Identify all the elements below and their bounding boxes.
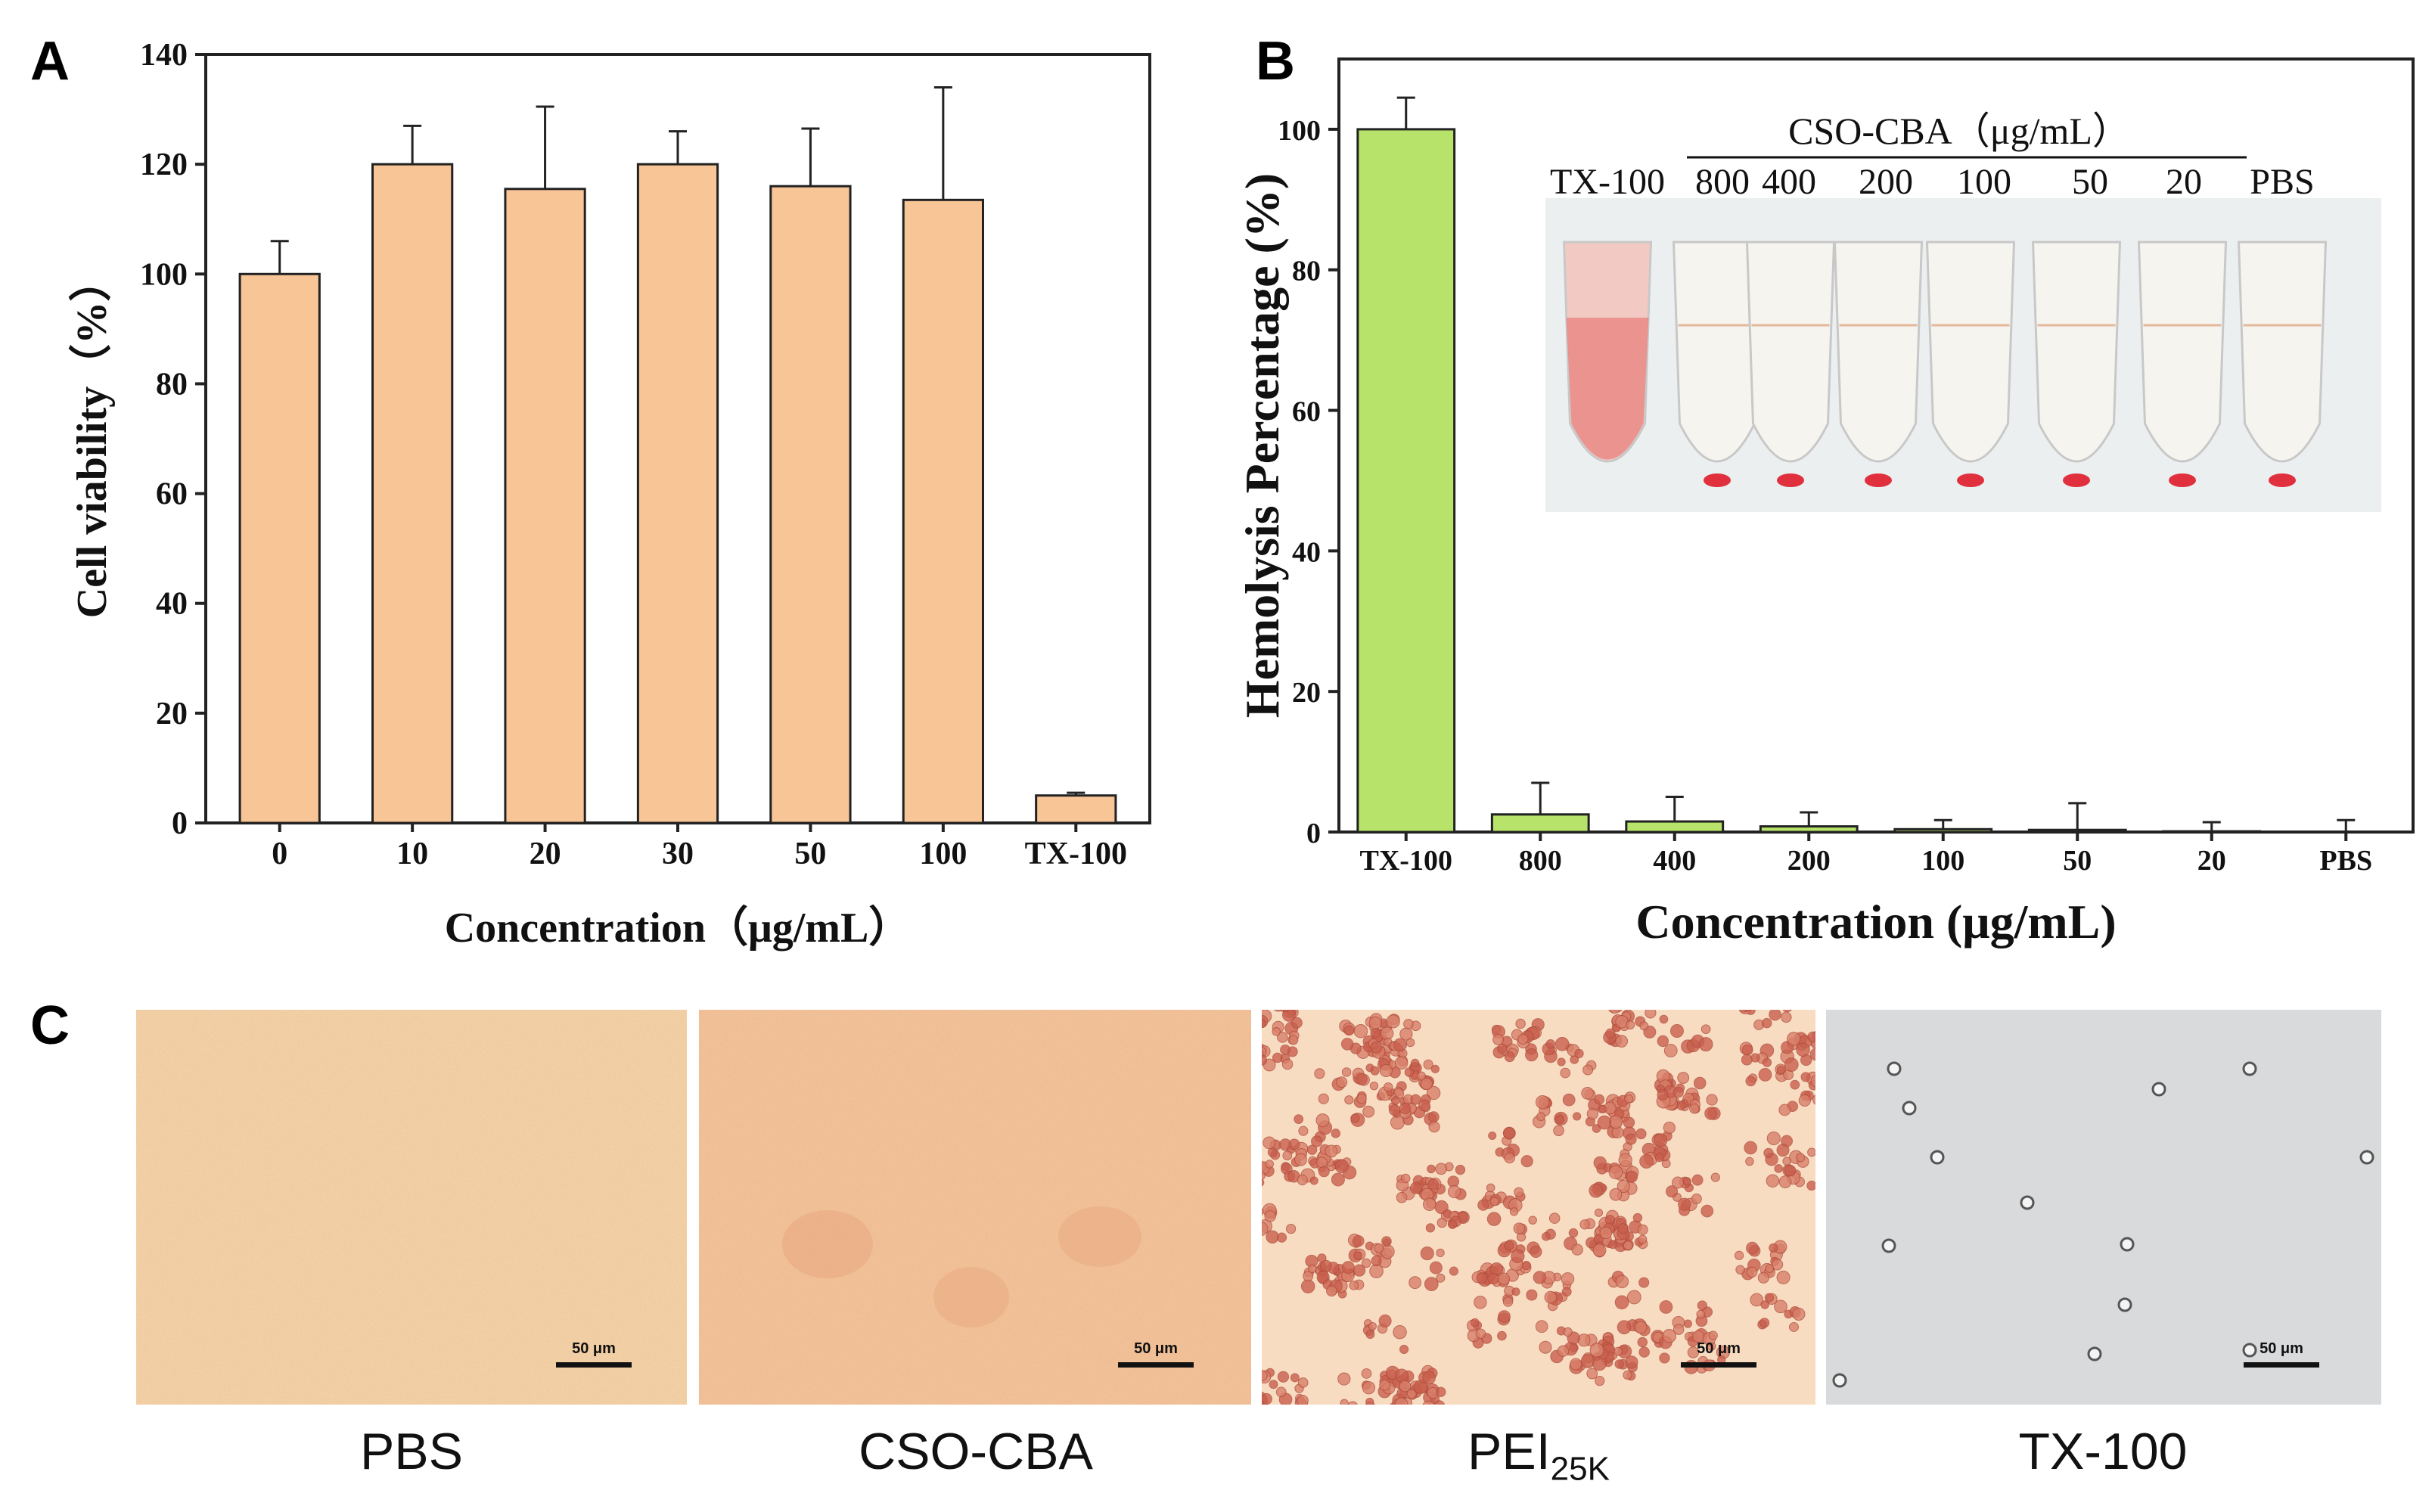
tube-3	[1833, 241, 1924, 463]
bar-50	[769, 185, 852, 824]
tube-2	[1745, 241, 1836, 463]
caption-cso-cba: CSO-CBA	[859, 1423, 1093, 1480]
scale-bar-cso-cba	[1118, 1362, 1194, 1368]
x-axis-label: Concentration（μg/mL）	[445, 904, 912, 952]
tube-pellet	[1704, 473, 1731, 487]
scale-bar-tx-100	[2244, 1362, 2319, 1368]
y-tick-label: 80	[156, 367, 188, 402]
x-tick-label-100: 100	[919, 837, 967, 871]
x-tick-label-50: 50	[794, 837, 826, 871]
bar-100	[1893, 827, 1993, 834]
bar-50	[2027, 828, 2127, 834]
micrograph-pei	[1262, 1010, 1815, 1405]
bar-100	[902, 198, 984, 824]
scale-label-pbs: 50 μm	[572, 1340, 616, 1357]
tube-lysed-solution	[1566, 318, 1649, 460]
y-tick-label: 100	[1278, 115, 1321, 147]
x-tick-label-30: 30	[662, 837, 694, 871]
bar-0	[238, 272, 321, 824]
tube-pellet	[1777, 473, 1804, 487]
scale-bar-pei	[1681, 1362, 1756, 1368]
y-tick-label: 80	[1292, 256, 1321, 287]
caption-pbs: PBS	[359, 1423, 464, 1480]
y-tick-label: 60	[1292, 396, 1321, 428]
y-tick-label: 20	[156, 697, 188, 731]
tube-7	[2237, 241, 2328, 463]
x-tick-label-800: 800	[1519, 845, 1562, 877]
caption-tx-100: TX-100	[2018, 1423, 2188, 1480]
hemolysis-chart: 0 20 40 60 80 100 TX-100 800 400 200 100 50 20 PBS Con…	[1235, 57, 2415, 948]
tube-4	[1925, 241, 2016, 463]
inset-group-title: CSO-CBA（μg/mL）	[1788, 110, 2130, 152]
bar-20	[2162, 830, 2262, 834]
y-tick-label: 140	[140, 38, 188, 73]
x-tick-label-0: 0	[272, 837, 287, 871]
x-tick-label-20: 20	[530, 837, 561, 871]
caption-pei-main: PEI	[1468, 1423, 1551, 1480]
tube-pellet	[2269, 473, 2296, 487]
caption-pei: PEI25K	[1266, 1422, 1811, 1489]
micrograph-tx-100	[1826, 1010, 2381, 1405]
x-tick-label-400: 400	[1653, 845, 1696, 877]
scale-label-pei: 50 μm	[1697, 1340, 1741, 1357]
caption-pei-sub: 25K	[1550, 1450, 1610, 1488]
y-tick-label: 0	[1306, 818, 1321, 849]
bar-TX-100	[1035, 794, 1117, 824]
x-tick-label-PBS: PBS	[2319, 845, 2372, 877]
y-axis-label: Hemolysis Percentage (%)	[1235, 173, 1289, 718]
y-tick-label: 40	[1292, 536, 1321, 568]
tube-pellet	[2169, 473, 2196, 487]
x-tick-label-50: 50	[2063, 845, 2092, 877]
inset-tube-label-PBS: PBS	[2250, 162, 2314, 202]
bar-800	[1490, 813, 1590, 834]
inset-tube-label-800: 800	[1695, 162, 1750, 202]
bar-TX-100	[1356, 128, 1456, 834]
inset-tube-photo: CSO-CBA（μg/mL） TX-100 800 400 200 100 50 20 PBS	[1545, 110, 2381, 512]
y-tick-label: 20	[1292, 677, 1321, 709]
scale-label-cso-cba: 50 μm	[1134, 1340, 1178, 1357]
tube-pellet	[2063, 473, 2090, 487]
x-tick-label-20: 20	[2197, 845, 2226, 877]
y-axis-label: Cell viability（%）	[68, 259, 116, 618]
y-tick-label: 60	[156, 477, 188, 512]
bar-200	[1759, 825, 1859, 834]
x-tick-label-10: 10	[396, 837, 428, 871]
panel-a-label: A	[30, 31, 70, 92]
tube-5	[2031, 241, 2122, 463]
x-tick-label-200: 200	[1787, 845, 1831, 877]
scale-label-tx-100: 50 μm	[2260, 1340, 2303, 1357]
inset-tube-label-100: 100	[1957, 162, 2011, 202]
tube-pellet	[1865, 473, 1892, 487]
inset-tube-label-20: 20	[2166, 162, 2202, 202]
y-tick-label: 120	[140, 147, 188, 182]
cell-viability-chart: 0 20 40 60 80 100 120 140 0 10 20 30 50 100 TX-100 Conc…	[68, 38, 1151, 952]
tube-6	[2137, 241, 2228, 463]
x-tick-label-TX-100: TX-100	[1360, 845, 1452, 877]
y-tick-label: 0	[172, 806, 188, 841]
y-tick-label: 100	[140, 257, 188, 292]
inset-tube-label-200: 200	[1859, 162, 1913, 202]
inset-tube-label-TX-100: TX-100	[1550, 162, 1665, 202]
bar-400	[1625, 820, 1725, 834]
panel-c-label: C	[30, 995, 70, 1056]
inset-tube-label-400: 400	[1762, 162, 1816, 202]
micrograph-pbs	[136, 1010, 687, 1405]
x-tick-label-TX-100: TX-100	[1025, 837, 1127, 871]
scale-bar-pbs	[556, 1362, 632, 1368]
tube-pellet	[1957, 473, 1984, 487]
inset-tube-label-50: 50	[2072, 162, 2108, 202]
x-tick-label-100: 100	[1921, 845, 1964, 877]
y-tick-label: 40	[156, 587, 188, 622]
panel-b-label: B	[1256, 31, 1295, 92]
bar-30	[636, 163, 719, 824]
bar-20	[504, 188, 586, 824]
bar-10	[371, 163, 454, 824]
micrograph-cso-cba	[699, 1010, 1251, 1405]
plot-frame	[1337, 57, 2415, 834]
x-axis-label: Concentration (μg/mL)	[1635, 895, 2116, 948]
